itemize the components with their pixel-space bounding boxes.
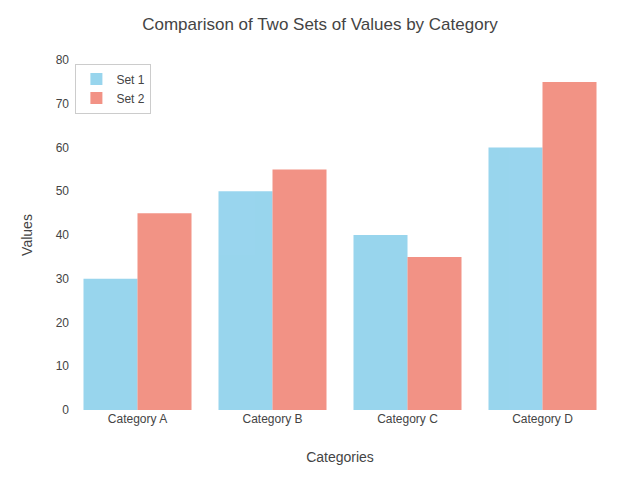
svg-text:Category A: Category A <box>108 412 167 426</box>
svg-text:Category D: Category D <box>512 412 573 426</box>
svg-text:Values: Values <box>19 214 35 256</box>
svg-text:10: 10 <box>56 359 70 373</box>
svg-text:50: 50 <box>56 184 70 198</box>
svg-text:20: 20 <box>56 316 70 330</box>
svg-text:Category C: Category C <box>377 412 438 426</box>
svg-text:70: 70 <box>56 97 70 111</box>
svg-text:60: 60 <box>56 141 70 155</box>
svg-text:Category B: Category B <box>242 412 302 426</box>
svg-text:30: 30 <box>56 272 70 286</box>
svg-text:Set 2: Set 2 <box>116 92 144 106</box>
svg-text:Categories: Categories <box>306 449 374 465</box>
svg-text:0: 0 <box>62 403 69 417</box>
svg-text:40: 40 <box>56 228 70 242</box>
svg-text:Set 1: Set 1 <box>116 73 144 87</box>
svg-text:Comparison of Two Sets of Valu: Comparison of Two Sets of Values by Cate… <box>142 15 498 34</box>
svg-text:80: 80 <box>56 53 70 67</box>
